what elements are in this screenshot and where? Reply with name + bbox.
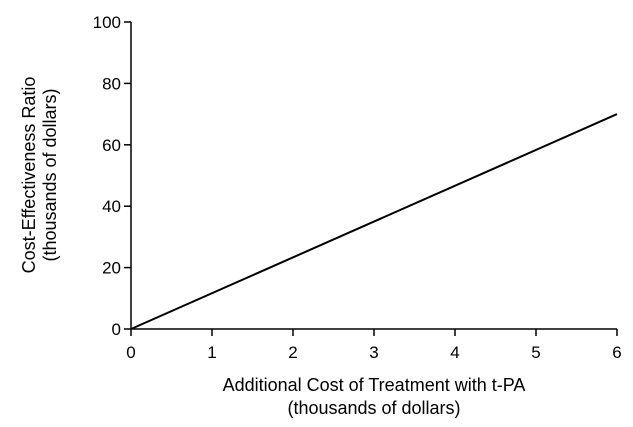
x-tick-label: 1 (207, 343, 216, 362)
series-line (130, 113, 618, 330)
y-tick-label: 20 (102, 259, 121, 278)
x-tick-label: 2 (288, 343, 297, 362)
y-tick-label: 80 (102, 74, 121, 93)
y-ticks: 0 20 40 60 80 100 (93, 13, 131, 339)
x-tick-label: 0 (126, 343, 135, 362)
x-tick-label: 4 (450, 343, 459, 362)
x-axis-label-line2: (thousands of dollars) (287, 398, 460, 418)
x-tick-label: 5 (531, 343, 540, 362)
x-tick-label: 6 (612, 343, 621, 362)
x-ticks: 0 1 2 3 4 5 6 (126, 329, 622, 362)
y-axis-label-line2: (thousands of dollars) (40, 88, 60, 261)
y-axis-label-line1: Cost-Effectiveness Ratio (19, 77, 39, 274)
y-tick-label: 0 (112, 320, 121, 339)
y-tick-label: 40 (102, 197, 121, 216)
y-tick-label: 60 (102, 136, 121, 155)
y-tick-label: 100 (93, 13, 121, 32)
x-axis-label-line1: Additional Cost of Treatment with t-PA (223, 375, 526, 395)
x-tick-label: 3 (369, 343, 378, 362)
plot-area (130, 113, 618, 330)
